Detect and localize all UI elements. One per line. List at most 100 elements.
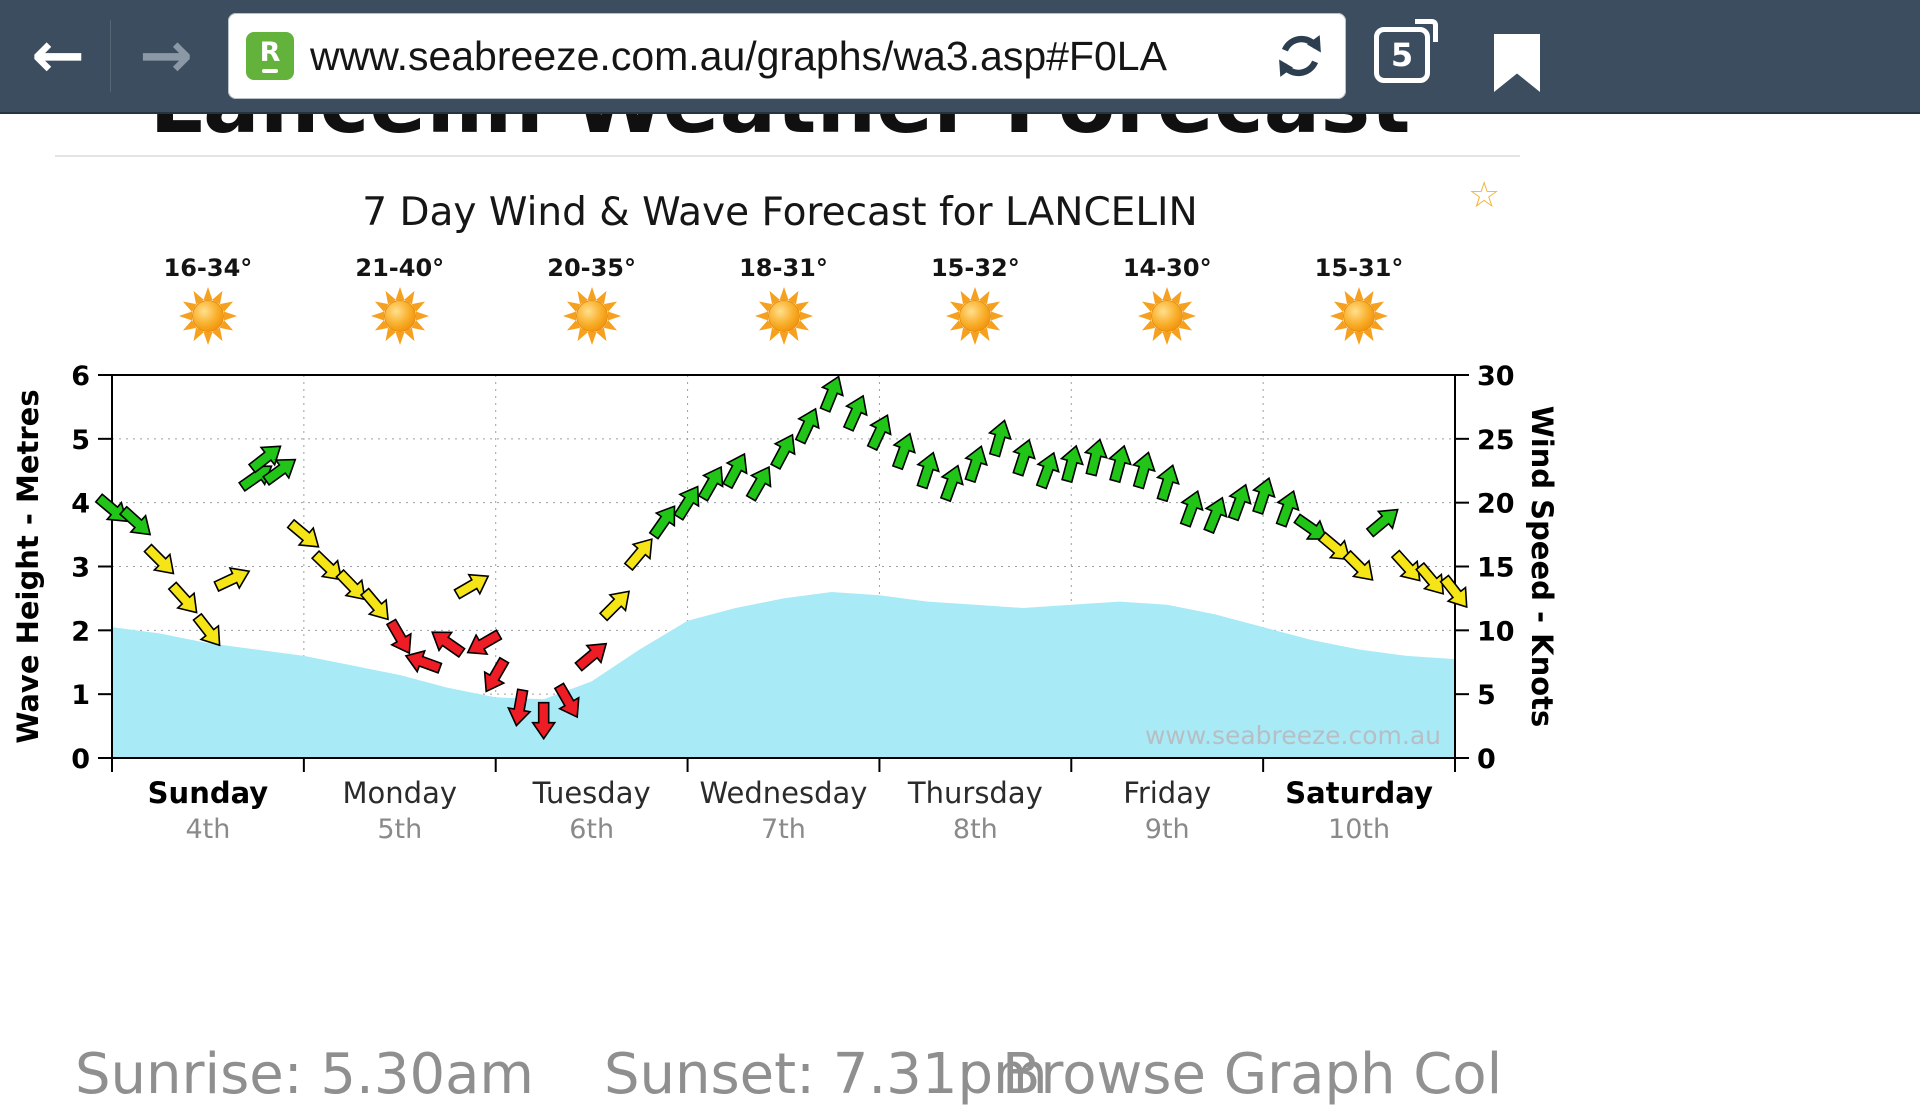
wind-arrow (466, 629, 503, 656)
back-arrow-icon: ← (31, 19, 85, 93)
sun-icon (1138, 287, 1197, 345)
sun-icon-wrap (517, 285, 667, 351)
tabs-button[interactable]: 5 (1374, 19, 1438, 83)
wind-arrow (770, 433, 796, 471)
wind-arrow (722, 452, 748, 490)
sun-icon-wrap (1092, 285, 1242, 351)
browser-toolbar: ← → R www.seabreeze.com.au/graphs/wa3.as… (0, 0, 1920, 114)
day-name-label: Thursday (907, 776, 1043, 810)
sun-icon-wrap (709, 285, 859, 351)
forecast-chart: www.seabreeze.com.au 0 1 2 3 4 5 6 0 5 10 15 20 25 30 W… (11, 361, 1559, 845)
right-axis-tick-label: 5 (1477, 680, 1496, 711)
wind-arrow (1179, 489, 1204, 528)
wind-arrow (262, 458, 297, 486)
wind-arrow (1415, 561, 1445, 595)
left-axis-tick-label: 2 (71, 616, 90, 647)
wind-arrow (1227, 483, 1252, 522)
wind-arrow (842, 394, 868, 432)
sun-icon (1330, 287, 1389, 345)
wind-arrow (987, 419, 1012, 458)
temp-range-label: 14-30° (1122, 254, 1212, 282)
wind-arrow (94, 493, 128, 523)
right-axis-tick-label: 30 (1477, 361, 1515, 392)
chart-title: 7 Day Wind & Wave Forecast for LANCELIN (362, 190, 1198, 235)
right-axis-tick-label: 15 (1477, 553, 1515, 584)
wind-arrow (794, 407, 820, 445)
day-name-label: Monday (343, 776, 458, 810)
wind-arrow (745, 465, 772, 502)
wind-arrow (531, 701, 557, 741)
day-name-label: Tuesday (532, 776, 651, 810)
sun-icon (946, 287, 1005, 345)
axes-layer: 0 1 2 3 4 5 6 0 5 10 15 20 25 30 (71, 361, 1514, 775)
wind-arrow (192, 612, 221, 647)
left-axis-tick-label: 4 (71, 489, 90, 520)
page-heading-text: Lancelin Weather Forecast (0, 114, 1560, 148)
url-bar[interactable]: R www.seabreeze.com.au/graphs/wa3.asp#F0… (228, 13, 1346, 99)
temp-range-label: 15-32° (930, 254, 1020, 282)
wind-arrow (673, 485, 700, 521)
chart-watermark: www.seabreeze.com.au (1145, 721, 1441, 750)
wind-arrow (1439, 574, 1468, 609)
sun-icon-wrap (325, 285, 475, 351)
day-column: 18-31° (709, 254, 859, 351)
wind-arrow (335, 568, 366, 601)
wind-arrow (598, 590, 631, 622)
wind-arrow (891, 432, 916, 471)
wind-arrow (623, 538, 653, 572)
favicon-letter: R (259, 37, 281, 68)
wind-arrows-layer (94, 375, 1468, 741)
day-name-label: Saturday (1285, 776, 1433, 810)
day-date-label: 7th (761, 814, 806, 845)
right-axis-tick-label: 25 (1477, 425, 1515, 456)
wind-arrow (247, 445, 282, 474)
day-date-label: 9th (1145, 814, 1190, 845)
wind-arrow (648, 505, 676, 540)
temp-range-label: 20-35° (547, 254, 637, 282)
forward-arrow-icon: → (139, 19, 193, 93)
refresh-button[interactable] (1254, 13, 1346, 99)
wind-arrow (1342, 549, 1374, 581)
forward-button[interactable]: → (114, 0, 218, 112)
browse-graphs-link[interactable]: Browse Graph Col (1002, 1042, 1503, 1107)
temp-range-label: 15-31° (1314, 254, 1404, 282)
wind-arrow (404, 649, 443, 674)
wind-arrow (553, 682, 580, 719)
page-heading-clipped: Lancelin Weather Forecast (0, 114, 1560, 148)
wind-arrow (866, 414, 892, 452)
sun-icon (754, 287, 813, 345)
wind-arrow (964, 444, 988, 484)
day-name-label: Sunday (148, 776, 269, 810)
favorite-star-icon[interactable]: ☆ (1468, 175, 1501, 216)
wind-arrow (1059, 444, 1084, 484)
wave-height-area (112, 592, 1455, 758)
wind-arrow (1107, 444, 1132, 484)
back-button[interactable]: ← (6, 0, 110, 112)
day-column: 21-40° (325, 254, 475, 351)
temp-range-label: 18-31° (739, 254, 828, 282)
day-name-label: Friday (1123, 776, 1211, 810)
wind-arrow (483, 656, 510, 693)
day-date-label: 4th (185, 814, 230, 845)
sun-times-text: Sunrise: 5.30am Sunset: 7.31pm (75, 1042, 1048, 1107)
toolbar-divider (110, 20, 111, 92)
wind-arrow (453, 573, 490, 600)
right-axis-tick-label: 0 (1477, 744, 1496, 775)
left-axis-tick-label: 5 (71, 425, 90, 456)
wind-arrow (118, 505, 152, 536)
day-name-label: Wednesday (700, 776, 868, 810)
wind-arrow (574, 642, 608, 672)
wind-arrow (506, 688, 532, 728)
right-axis-tick-label: 20 (1477, 489, 1515, 520)
wind-arrow (385, 618, 412, 655)
left-axis-tick-label: 6 (71, 361, 90, 392)
day-date-label: 10th (1328, 814, 1390, 845)
url-text: www.seabreeze.com.au/graphs/wa3.asp#F0LA (310, 32, 1167, 79)
sun-icon-wrap (1284, 285, 1434, 351)
day-column: 16-34° (133, 254, 283, 351)
bookmark-icon[interactable] (1494, 34, 1540, 92)
wind-arrow (916, 451, 940, 490)
wind-arrow (697, 465, 724, 502)
wind-arrow (310, 549, 343, 581)
left-axis-tick-label: 0 (71, 744, 90, 775)
